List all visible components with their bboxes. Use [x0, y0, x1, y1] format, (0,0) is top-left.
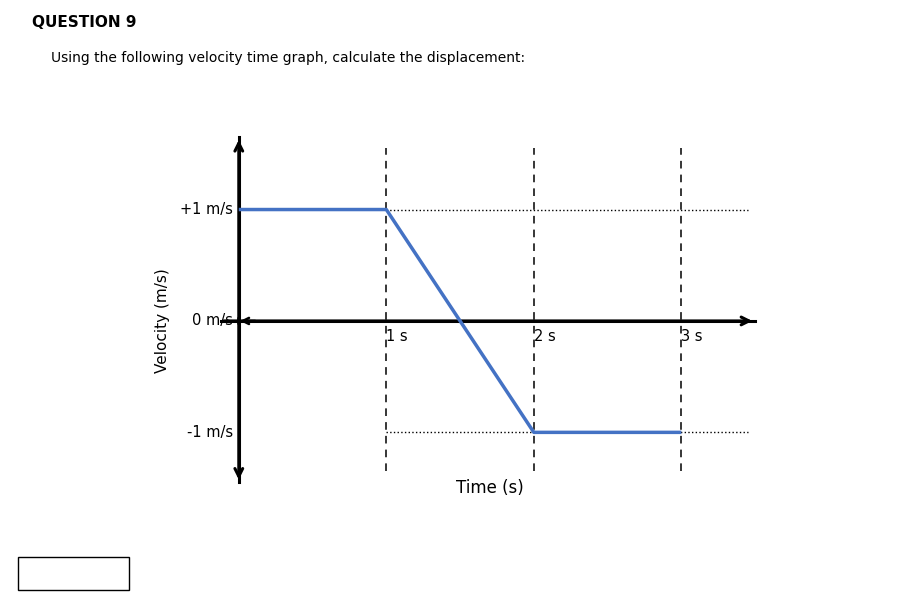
Text: 0 m/s: 0 m/s: [192, 314, 233, 329]
Text: 1 s: 1 s: [386, 329, 408, 344]
Text: +1 m/s: +1 m/s: [180, 202, 233, 217]
Text: Using the following velocity time graph, calculate the displacement:: Using the following velocity time graph,…: [51, 51, 525, 65]
Text: Time (s): Time (s): [455, 479, 524, 497]
Text: -1 m/s: -1 m/s: [187, 425, 233, 440]
Text: QUESTION 9: QUESTION 9: [32, 15, 136, 30]
Text: 2 s: 2 s: [534, 329, 556, 344]
Text: Velocity (m/s): Velocity (m/s): [155, 268, 170, 373]
Text: 3 s: 3 s: [681, 329, 703, 344]
